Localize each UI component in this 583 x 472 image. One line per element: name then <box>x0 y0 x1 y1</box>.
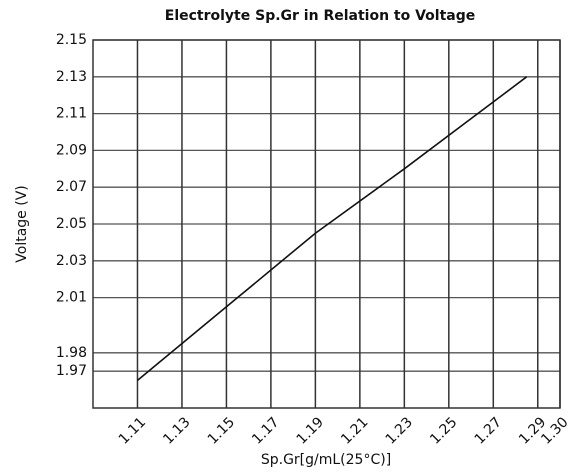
x-tick-label: 1.30 <box>538 414 571 447</box>
x-tick-label: 1.13 <box>160 414 193 447</box>
plot-frame <box>92 39 561 409</box>
y-tick-label: 2.09 <box>56 142 87 158</box>
data-line <box>136 76 528 382</box>
y-tick-label: 1.97 <box>56 363 87 379</box>
y-tick-label: 2.01 <box>56 290 87 306</box>
x-tick-label: 1.17 <box>249 414 282 447</box>
x-axis-label: Sp.Gr[g/mL(25°C)] <box>261 452 391 468</box>
y-axis-label: Voltage (V) <box>14 185 30 262</box>
y-tick-label: 2.05 <box>56 216 87 232</box>
y-tick-label: 1.98 <box>56 345 87 361</box>
y-tick-label: 2.07 <box>56 179 87 195</box>
y-tick-label: 2.15 <box>56 32 87 48</box>
x-tick-label: 1.27 <box>472 414 505 447</box>
x-tick-label: 1.23 <box>383 414 416 447</box>
y-tick-label: 2.03 <box>56 253 87 269</box>
x-tick-label: 1.25 <box>427 414 460 447</box>
y-tick-label: 2.13 <box>56 69 87 85</box>
x-tick-label: 1.21 <box>338 414 371 447</box>
chart-title: Electrolyte Sp.Gr in Relation to Voltage <box>165 8 476 24</box>
y-tick-label: 2.11 <box>56 106 87 122</box>
x-tick-label: 1.11 <box>116 414 149 447</box>
x-tick-label: 1.15 <box>205 414 238 447</box>
x-tick-label: 1.19 <box>294 414 327 447</box>
